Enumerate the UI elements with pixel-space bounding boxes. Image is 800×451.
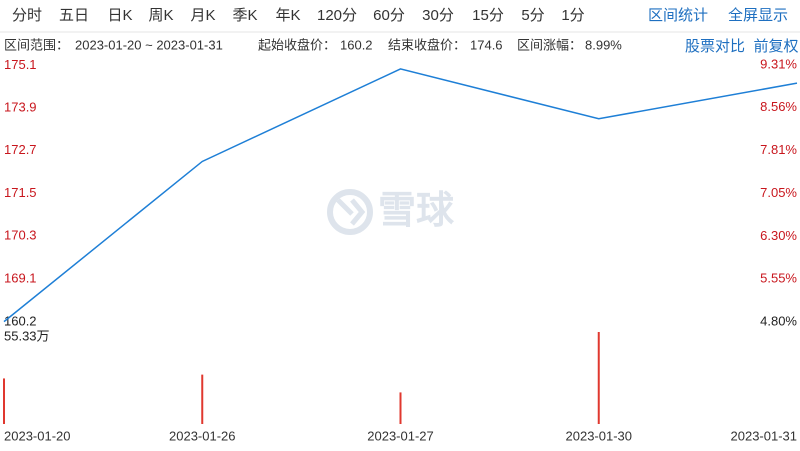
- summary-start-label: 起始收盘价：: [258, 37, 336, 52]
- y2-tick-label: 4.80%: [760, 313, 797, 328]
- period-tab[interactable]: 日K: [107, 7, 132, 24]
- watermark-text: 雪球: [378, 190, 455, 232]
- toolbar-action[interactable]: 全屏显示: [728, 6, 788, 24]
- compare-link[interactable]: 股票对比: [685, 38, 745, 55]
- period-tab[interactable]: 月K: [190, 7, 215, 24]
- volume-bar: [3, 378, 5, 424]
- period-tab[interactable]: 15分: [472, 7, 504, 24]
- y-tick-label: 170.3: [4, 228, 37, 243]
- volume-bar: [597, 332, 600, 424]
- summary-range-label: 区间范围：: [4, 37, 69, 52]
- y-axis-min-label: 160.2: [4, 313, 37, 328]
- y-tick-label: 169.1: [4, 270, 37, 285]
- adjust-link[interactable]: 前复权: [753, 37, 798, 55]
- price-line: [3, 68, 798, 323]
- summary-range: 2023-01-20 ~ 2023-01-31: [75, 37, 223, 52]
- period-tab[interactable]: 120分: [317, 7, 357, 24]
- volume-tick-label: 55.33万: [4, 328, 50, 343]
- y2-tick-label: 9.31%: [760, 56, 797, 71]
- y-tick-label: 175.1: [4, 57, 37, 72]
- period-tab[interactable]: 5分: [521, 7, 544, 24]
- y2-tick-label: 5.55%: [760, 271, 797, 286]
- x-tick-label: 2023-01-30: [566, 428, 633, 443]
- y2-tick-label: 7.05%: [760, 185, 797, 200]
- period-tab[interactable]: 季K: [232, 7, 257, 24]
- volume-bar: [399, 392, 402, 424]
- x-tick-label: 2023-01-31: [731, 428, 798, 443]
- period-tab[interactable]: 1分: [561, 7, 584, 24]
- period-tab[interactable]: 年K: [275, 7, 300, 24]
- y2-tick-label: 8.56%: [760, 99, 797, 114]
- summary-change: 8.99%: [585, 37, 622, 52]
- x-tick-label: 2023-01-26: [169, 428, 236, 443]
- period-tab[interactable]: 30分: [422, 7, 454, 24]
- toolbar-action[interactable]: 区间统计: [648, 7, 708, 24]
- period-tab[interactable]: 60分: [373, 7, 405, 24]
- watermark: 雪球: [327, 189, 455, 235]
- watermark-icon-mark: [336, 198, 366, 226]
- x-tick-label: 2023-01-20: [4, 428, 71, 443]
- watermark-icon: [327, 189, 373, 235]
- y-tick-label: 172.7: [4, 142, 37, 157]
- y-tick-label: 171.5: [4, 185, 37, 200]
- y-tick-label: 173.9: [4, 100, 37, 115]
- summary-end-label: 结束收盘价：: [388, 37, 466, 52]
- volume-bar: [201, 374, 204, 424]
- x-tick-label: 2023-01-27: [367, 428, 434, 443]
- summary-end-close: 174.6: [470, 37, 503, 52]
- period-tab[interactable]: 周K: [148, 7, 173, 24]
- y2-tick-label: 7.81%: [760, 142, 797, 157]
- y2-tick-label: 6.30%: [760, 228, 797, 243]
- period-tab[interactable]: 五日: [59, 7, 89, 24]
- period-tab[interactable]: 分时: [12, 7, 42, 24]
- summary-change-label: 区间涨幅：: [517, 37, 582, 52]
- summary-start-close: 160.2: [340, 37, 373, 52]
